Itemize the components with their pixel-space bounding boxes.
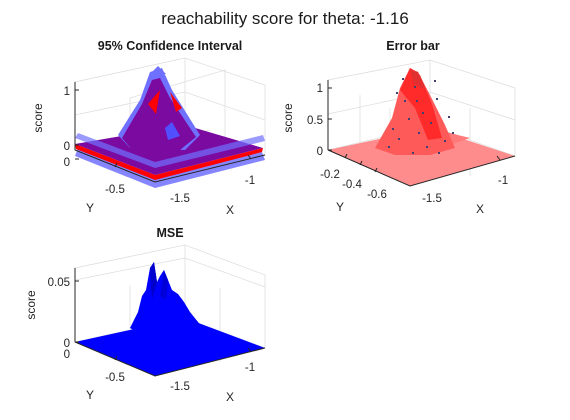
panel-error-bar: Error bar: [281, 39, 516, 216]
panel-3-title: MSE: [156, 226, 183, 240]
panel-1-xtick-1: -1: [245, 175, 255, 187]
panel-1-lower-band: [75, 148, 265, 188]
panel-2-ytick-06: -0.6: [367, 189, 387, 201]
panel-1-ytick-05: -0.5: [105, 184, 125, 196]
panel-confidence-interval: 95% Confidence Interval 1: [31, 39, 266, 217]
panel-2-title: Error bar: [386, 39, 440, 53]
panel-1-peak-blue-spot: [165, 122, 180, 140]
panel-3-ztick-0a: 0: [64, 338, 70, 350]
panel-2-error-points: [388, 78, 454, 154]
panel-1-zlabel: score: [31, 103, 45, 133]
panel-3-floor-surface: [75, 318, 265, 376]
panel-1-upper-band: [75, 133, 265, 168]
panel-1-mean-edge: [75, 144, 263, 180]
panel-1-axes: [74, 82, 266, 183]
panel-1-ztick-1: 1: [64, 86, 70, 98]
panel-2-peak-shade: [410, 70, 426, 90]
panel-3-zlabel: score: [24, 290, 38, 320]
panel-2-zlabel: score: [281, 103, 295, 133]
panel-1-xtick-15: -1.5: [170, 193, 190, 205]
panel-3-xlabel: X: [226, 390, 234, 404]
panel-1-peak-red-left: [148, 90, 160, 114]
panel-mse: MSE 0.05 0 0 score -0.5 -1.5 -1 Y X: [24, 226, 266, 404]
panel-3-ytick-0: 0: [64, 349, 70, 361]
panel-3-ytick-05: -0.5: [105, 372, 125, 384]
panel-3-ztick-005: 0.05: [48, 277, 70, 289]
panel-2-ytick-02: -0.2: [320, 169, 340, 181]
panel-2-ztick-05: 0.5: [307, 115, 323, 127]
panel-2-ztick-0: 0: [317, 146, 323, 158]
panel-2-xtick-1: -1: [498, 175, 508, 187]
panel-3-peak-shade-2: [160, 270, 168, 300]
panel-2-xlabel: X: [476, 202, 484, 216]
panel-3-xtick-1: -1: [245, 362, 255, 374]
panel-3-peak-surface: [130, 262, 205, 340]
panel-1-ylabel: Y: [86, 201, 94, 215]
panel-3-peak-shade: [150, 262, 157, 300]
panel-3-xtick-15: -1.5: [170, 381, 190, 393]
panel-1-xlabel: X: [226, 203, 234, 217]
panel-3-axes: [74, 268, 266, 377]
panel-2-ztick-1: 1: [317, 83, 323, 95]
panel-2-ytick-04: -0.4: [342, 179, 362, 191]
panel-1-title: 95% Confidence Interval: [98, 39, 243, 53]
panel-2-ylabel: Y: [336, 200, 344, 214]
panel-2-floor-surface: [328, 128, 515, 186]
panel-1-peak-red-right: [170, 92, 182, 112]
panel-1-ztick-0b: 0: [64, 157, 70, 169]
panel-2-axes: [327, 80, 516, 187]
panel-1-ztick-0a: 0: [64, 141, 70, 153]
panel-3-ylabel: Y: [86, 388, 94, 402]
panel-1-peak-top: [150, 66, 166, 74]
panel-2-xtick-15: -1.5: [422, 193, 442, 205]
figure-title: reachability score for theta: -1.16: [161, 9, 409, 28]
